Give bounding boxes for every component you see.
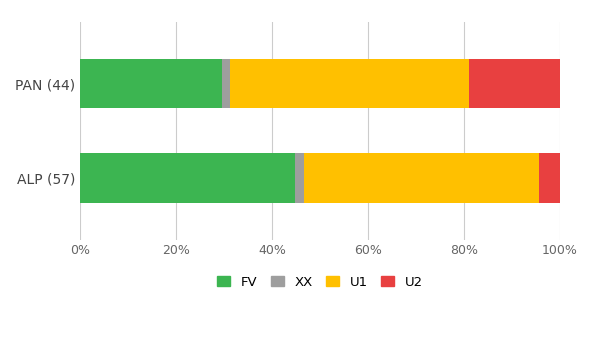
Bar <box>469 59 560 108</box>
Bar <box>304 153 540 203</box>
Bar <box>222 59 230 108</box>
Bar <box>80 59 222 108</box>
Bar <box>540 153 560 203</box>
Bar <box>80 153 295 203</box>
Bar <box>230 59 469 108</box>
Bar <box>295 153 304 203</box>
Legend: FV, XX, U1, U2: FV, XX, U1, U2 <box>212 270 428 294</box>
